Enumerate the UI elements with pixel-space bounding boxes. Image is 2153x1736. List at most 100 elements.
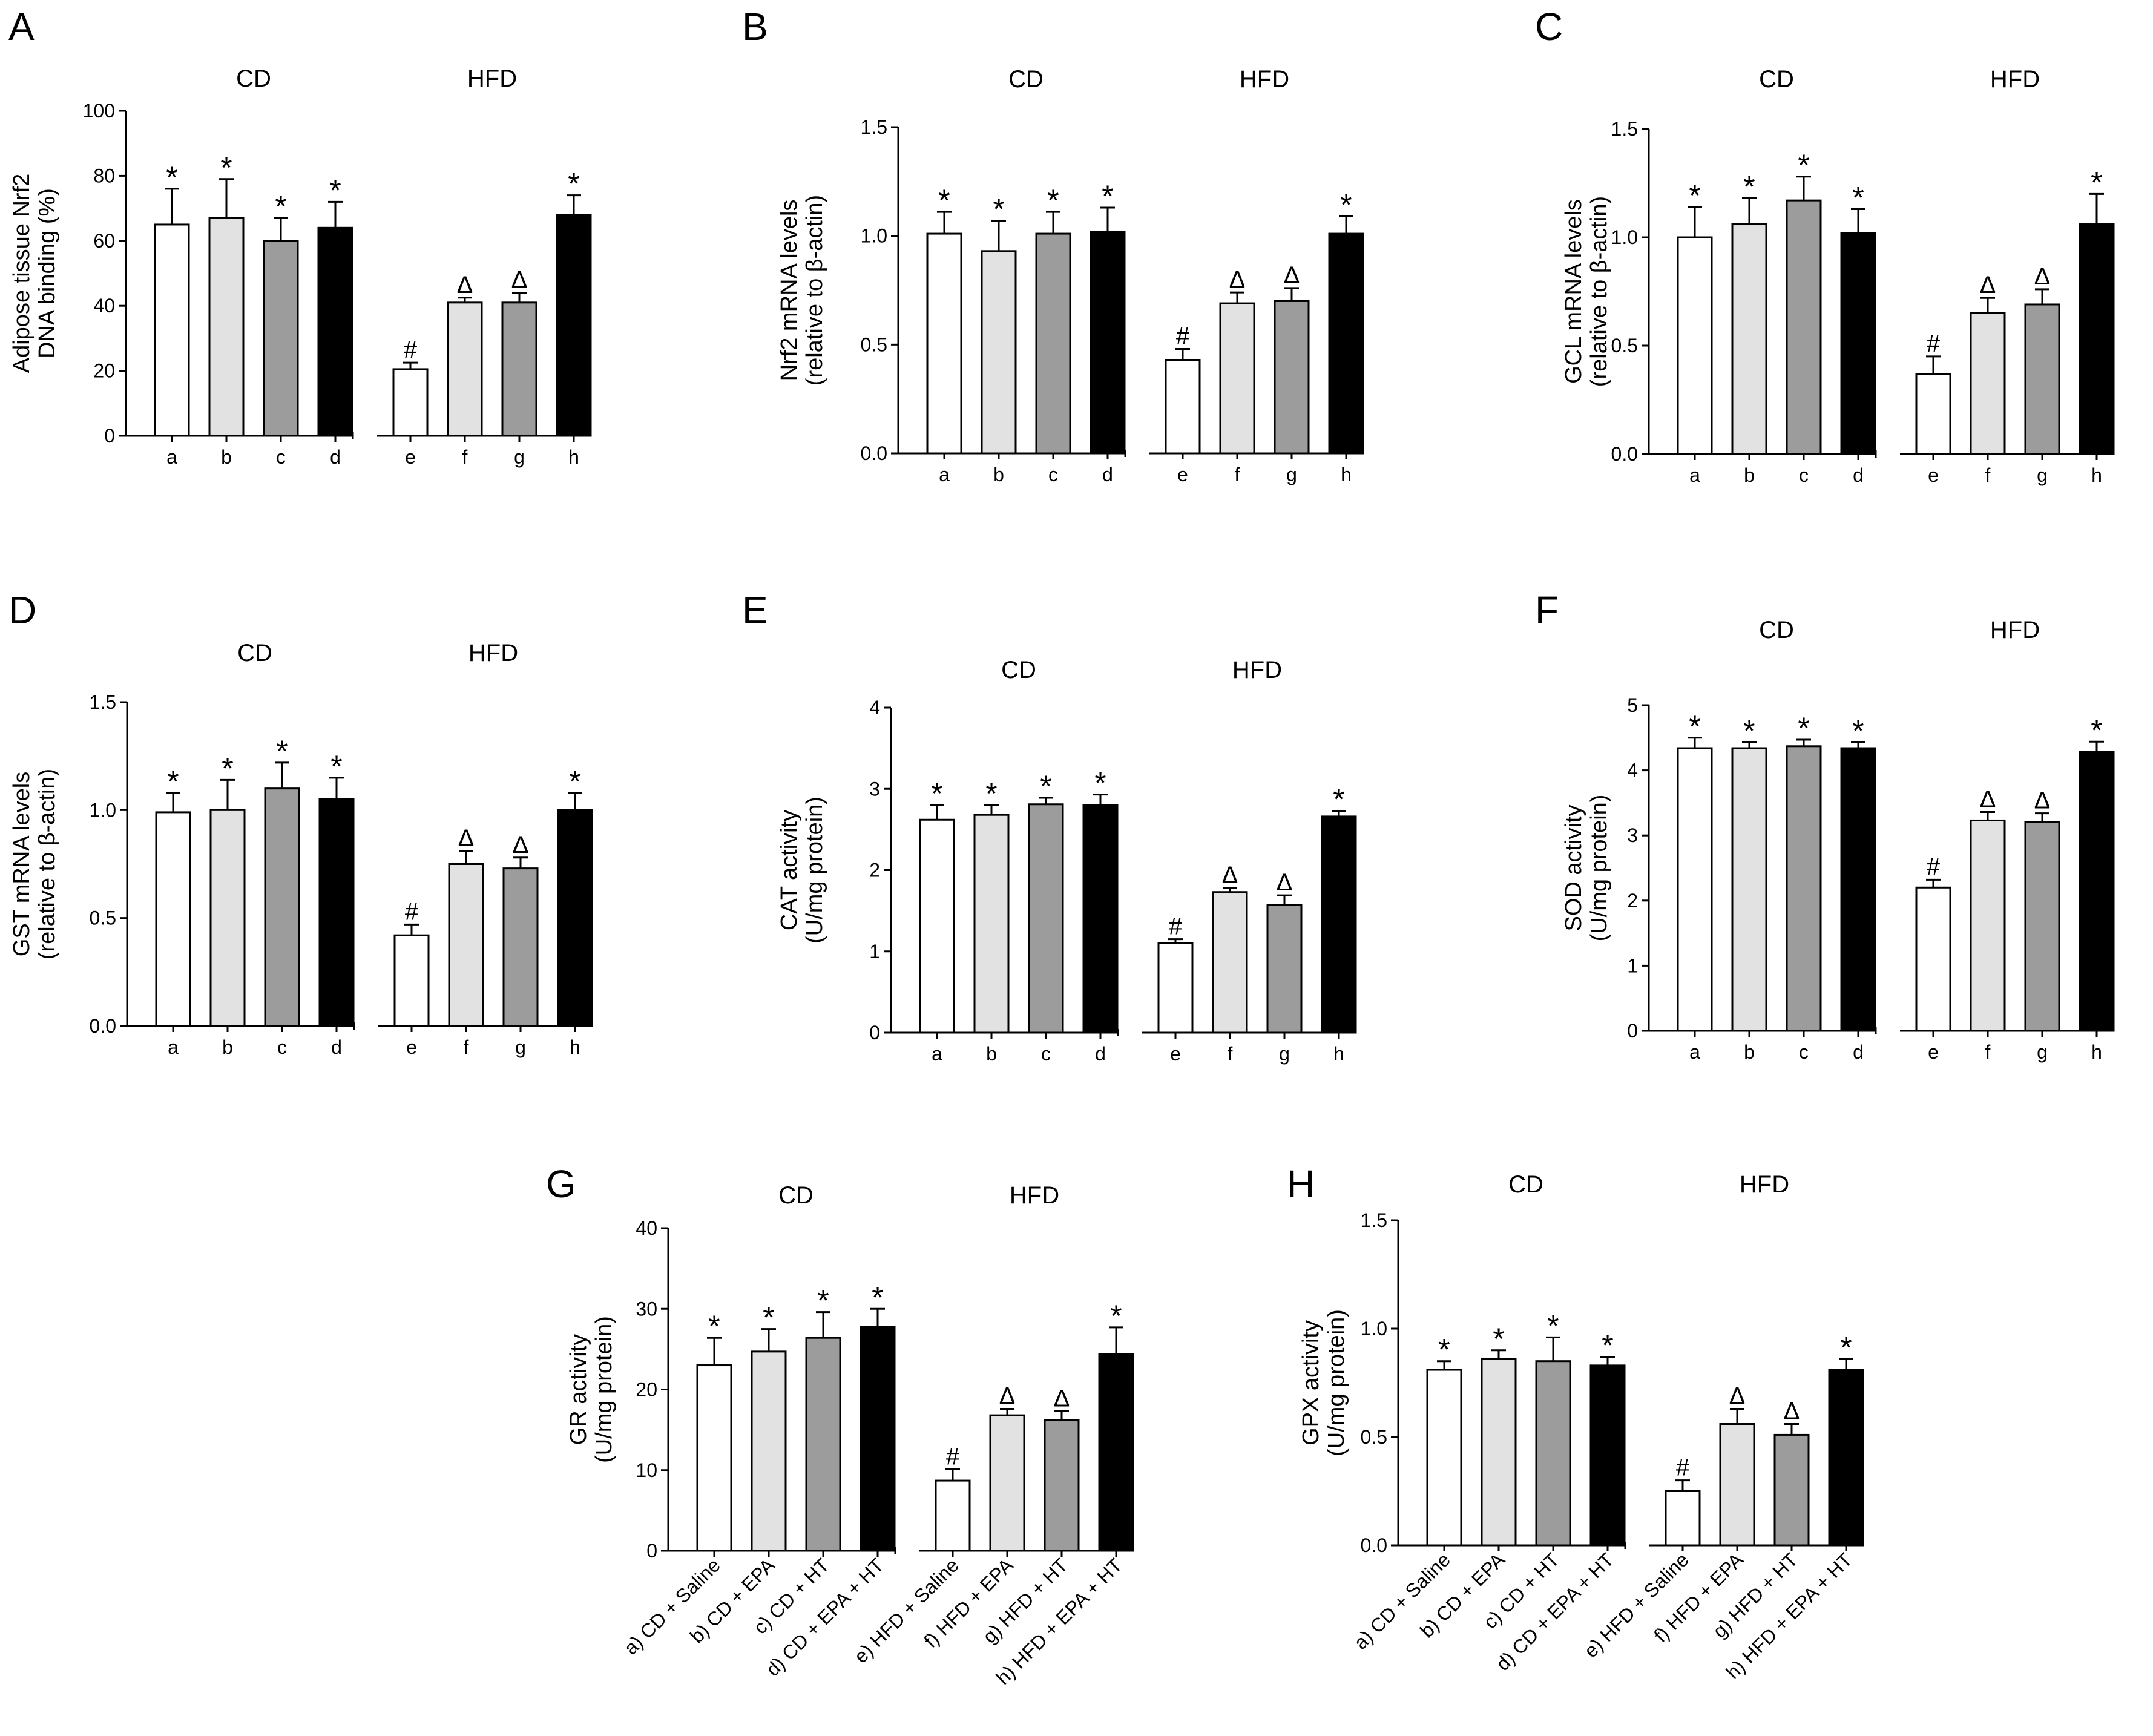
group-label-cd: CD [1759, 66, 1794, 93]
significance-mark: * [817, 1284, 829, 1318]
bar-d [1840, 232, 1876, 455]
bar-b [973, 814, 1010, 1034]
y-axis-label: GR activity(U/mg protein) [566, 1316, 617, 1463]
bar-h [2079, 223, 2115, 455]
significance-mark: * [1852, 714, 1864, 748]
significance-mark: * [167, 764, 179, 798]
significance-mark: * [872, 1280, 883, 1314]
panel-F: F CD HFD 0 1 2 3 4 5 SOD activity(U/mg protein) * a… [1535, 588, 2115, 1063]
y-axis-label: GCL mRNA levels(relative to β-actin) [1561, 196, 1612, 387]
significance-mark: * [1102, 179, 1113, 213]
significance-mark: Δ [458, 825, 475, 852]
bar-e [393, 934, 430, 1027]
y-axis-label: Nrf2 mRNA levels(relative to β-actin) [777, 195, 827, 386]
significance-mark: * [1852, 180, 1864, 214]
x-tick-label: e [406, 1036, 417, 1058]
bar-f [989, 1414, 1025, 1552]
x-tick-label: c [277, 1036, 287, 1058]
significance-mark: # [1169, 913, 1183, 940]
x-tick-label: a) CD + Saline [620, 1554, 725, 1659]
significance-mark: * [1602, 1329, 1613, 1363]
y-axis-label: SOD activity(U/mg protein) [1561, 795, 1612, 942]
bar-d [317, 226, 353, 437]
bar-e [1665, 1490, 1701, 1547]
x-tick-label: g [2037, 464, 2048, 486]
y-tick-label: 1.5 [861, 116, 887, 138]
y-tick-label: 0 [646, 1540, 657, 1562]
significance-mark: # [405, 898, 419, 925]
bar-d [1082, 804, 1119, 1034]
significance-mark: * [993, 192, 1004, 226]
y-tick-label: 0.5 [861, 334, 887, 355]
bar-g [1044, 1419, 1080, 1552]
y-tick-label: 1.0 [1361, 1318, 1387, 1340]
bar-d [1840, 747, 1876, 1032]
bar-c [1786, 745, 1822, 1032]
bar-c [1535, 1360, 1571, 1547]
x-tick-label: e [1170, 1043, 1181, 1065]
significance-mark: * [1547, 1309, 1559, 1343]
bar-h [1828, 1369, 1864, 1547]
bar-e [1157, 942, 1194, 1034]
bar-g [1274, 300, 1310, 455]
significance-mark: * [1743, 714, 1755, 748]
bar-a [154, 223, 190, 437]
y-axis-label: GST mRNA levels(relative to β-actin) [9, 769, 60, 959]
bar-e [392, 368, 429, 437]
group-label-hfd: HFD [1240, 66, 1289, 93]
y-tick-label: 0.0 [1611, 443, 1638, 465]
panel-letter: F [1535, 588, 1559, 632]
bar-c [805, 1337, 841, 1552]
y-tick-label: 0.5 [90, 907, 116, 929]
x-tick-label: e [1177, 464, 1188, 485]
significance-mark: * [2091, 165, 2102, 199]
x-tick-label: a) CD + Saline [1350, 1548, 1455, 1653]
bar-h [1328, 232, 1364, 455]
y-tick-label: 4 [1627, 760, 1638, 781]
x-tick-label: g [514, 446, 525, 468]
bar-a [1677, 747, 1713, 1032]
bar-a [919, 818, 955, 1034]
bar-e [1915, 373, 1951, 455]
significance-mark: * [569, 764, 580, 798]
y-tick-label: 0.0 [90, 1015, 116, 1037]
x-tick-label: b [1744, 464, 1755, 486]
bar-h [1098, 1353, 1134, 1552]
y-tick-label: 0.5 [1361, 1426, 1387, 1448]
y-tick-label: 0 [104, 425, 115, 447]
bar-g [2024, 303, 2060, 455]
y-tick-label: 1.0 [90, 799, 116, 821]
group-label-cd: CD [1001, 657, 1036, 683]
significance-mark: Δ [1054, 1385, 1070, 1412]
x-tick-label: f [464, 1036, 469, 1058]
significance-mark: * [938, 183, 950, 217]
significance-mark: * [1689, 709, 1700, 743]
significance-mark: Δ [1980, 786, 1996, 812]
y-tick-label: 1.5 [90, 691, 116, 713]
group-label-hfd: HFD [1740, 1171, 1789, 1198]
y-tick-label: 1.0 [861, 225, 887, 247]
x-tick-label: a [932, 1043, 942, 1065]
bar-e [1915, 886, 1951, 1032]
x-tick-label: a [1689, 1041, 1700, 1063]
bar-h [557, 809, 593, 1027]
group-label-hfd: HFD [1232, 657, 1282, 683]
significance-mark: Δ [1784, 1398, 1800, 1425]
x-tick-label: h [1341, 464, 1352, 485]
bar-b [208, 217, 245, 437]
bar-d [1090, 230, 1126, 455]
x-tick-label: a [1689, 464, 1700, 486]
significance-mark: Δ [511, 267, 528, 294]
panel-A: A CD HFD 0 20 40 60 80 100 Adipose tissue Nrf2DNA… [8, 5, 592, 468]
y-tick-label: 1 [869, 941, 880, 962]
x-tick-label: g [1286, 464, 1297, 485]
significance-mark: * [1743, 170, 1755, 204]
significance-mark: * [1689, 179, 1700, 212]
x-tick-label: d [1095, 1043, 1106, 1065]
group-label-hfd: HFD [1990, 617, 2040, 643]
panel-letter: E [742, 588, 768, 632]
panel-letter: D [8, 588, 36, 632]
significance-mark: * [329, 173, 341, 207]
group-label-cd: CD [1508, 1171, 1543, 1198]
